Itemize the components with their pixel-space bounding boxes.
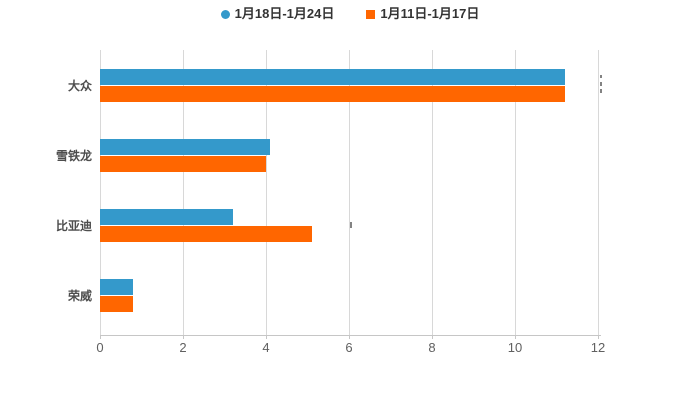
- bar-大众-series1[interactable]: [100, 85, 565, 102]
- axis-tick-x4: [266, 335, 267, 339]
- gridline-label-artifact: [600, 75, 602, 78]
- legend-item-jan18-24[interactable]: 1月18日-1月24日: [220, 6, 335, 22]
- bar-雪铁龙-series1[interactable]: [100, 155, 266, 172]
- axis-tick-x10: [515, 335, 516, 339]
- category-label-荣威: 荣威: [67, 289, 92, 303]
- legend-label-jan11-17: 1月11日-1月17日: [380, 6, 480, 21]
- bar-比亚迪-series0[interactable]: [100, 208, 233, 225]
- gridline-x12: [598, 50, 599, 335]
- axis-tick-x12: [598, 335, 599, 339]
- axis-tick-x8: [432, 335, 433, 339]
- gridline-x6: [349, 50, 350, 335]
- gridline-label-artifact: [600, 89, 602, 93]
- gridline-x4: [266, 50, 267, 335]
- legend-round-marker-icon: [220, 9, 230, 19]
- bar-荣威-series1[interactable]: [100, 295, 134, 312]
- x-tick-label-0: 0: [96, 340, 104, 355]
- category-label-雪铁龙: 雪铁龙: [55, 149, 92, 163]
- category-label-比亚迪: 比亚迪: [55, 219, 92, 233]
- gridline-x10: [515, 50, 516, 335]
- axis-tick-x2: [183, 335, 184, 339]
- legend-square-marker-icon: [366, 9, 376, 19]
- x-tick-label-6: 6: [345, 340, 353, 355]
- legend-item-jan11-17[interactable]: 1月11日-1月17日: [366, 6, 479, 22]
- x-tick-label-10: 10: [507, 340, 523, 355]
- bar-雪铁龙-series0[interactable]: [100, 138, 271, 155]
- gridline-x8: [432, 50, 433, 335]
- bar-荣威-series0[interactable]: [100, 278, 134, 295]
- category-label-大众: 大众: [67, 79, 92, 93]
- x-tick-label-2: 2: [179, 340, 187, 355]
- gridline-x0: [100, 50, 101, 335]
- bar-大众-series0[interactable]: [100, 68, 565, 85]
- legend-label-jan18-24: 1月18日-1月24日: [234, 6, 335, 21]
- legend: 1月18日-1月24日 1月11日-1月17日: [0, 4, 700, 24]
- gridline-label-artifact: [600, 82, 602, 86]
- x-axis-line: [100, 335, 601, 336]
- axis-tick-x6: [349, 335, 350, 339]
- gridline-x2: [183, 50, 184, 335]
- axis-tick-x0: [100, 335, 101, 339]
- x-tick-label-4: 4: [262, 340, 270, 355]
- x-tick-label-12: 12: [590, 340, 606, 355]
- gridline-label-artifact: [350, 222, 352, 228]
- bar-比亚迪-series1[interactable]: [100, 225, 312, 242]
- x-tick-label-8: 8: [428, 340, 436, 355]
